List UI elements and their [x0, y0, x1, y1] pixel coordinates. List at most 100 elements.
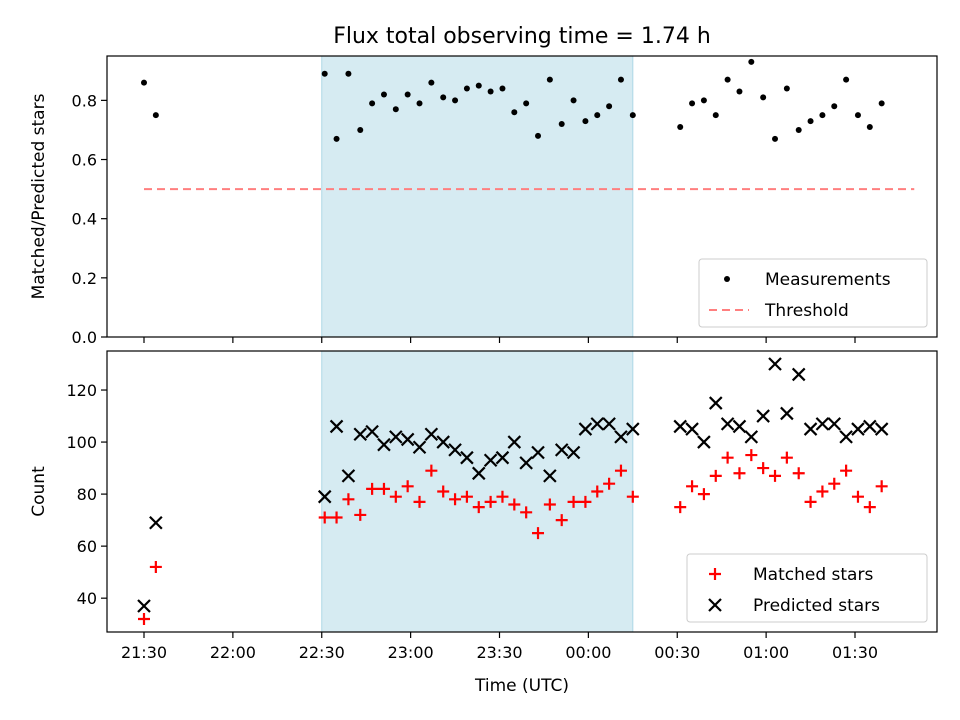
measurement-point [807, 118, 814, 125]
measurement-point [689, 100, 696, 107]
matched-stars-marker [603, 477, 616, 490]
matched-stars-marker [804, 495, 817, 508]
matched-stars-marker [520, 506, 533, 519]
matched-stars-marker [437, 485, 450, 498]
y-tick-label: 0.6 [72, 151, 97, 170]
legend-measurement-swatch [724, 276, 730, 282]
top-panel: 0.0 0.2 0.4 0.6 0.8 Matched/Predicted stars Me… [29, 55, 938, 347]
measurement-point [475, 82, 482, 89]
legend: Matched stars Predicted stars [686, 553, 928, 623]
matched-stars-marker [508, 498, 521, 511]
y-axis-label: Count [29, 466, 49, 517]
measurement-point [878, 100, 885, 107]
matched-stars-marker [354, 508, 367, 521]
measurement-point [582, 118, 589, 125]
matched-stars-marker [614, 464, 627, 477]
measurement-point [843, 76, 850, 83]
matched-stars-marker [377, 482, 390, 495]
predicted-stars-marker [720, 417, 735, 431]
measurement-point [452, 97, 459, 104]
matched-stars-marker [875, 480, 888, 493]
matched-stars-marker [579, 495, 592, 508]
predicted-stars-marker [827, 417, 842, 431]
y-tick-label: 80 [77, 485, 97, 504]
measurement-point [440, 94, 447, 101]
measurement-point [795, 126, 802, 133]
predicted-stars-marker [436, 435, 450, 449]
matched-stars-marker [733, 467, 746, 480]
y-tick-label: 0.8 [72, 91, 97, 110]
matched-stars-marker [828, 477, 841, 490]
matched-stars-marker [851, 490, 864, 503]
x-tick-label: 01:30 [832, 643, 878, 662]
predicted-stars-marker [412, 440, 427, 455]
legend: Measurements Threshold [698, 258, 928, 328]
y-tick-label: 0.2 [72, 269, 97, 288]
measurement-point [487, 88, 494, 95]
matched-stars-marker [318, 511, 331, 524]
predicted-stars-marker [400, 432, 415, 447]
matched-stars-marker [472, 501, 485, 514]
y-tick-label: 100 [66, 433, 97, 452]
y-tick-label: 0.4 [72, 210, 97, 229]
matched-stars-marker [425, 464, 438, 477]
matched-stars-marker [816, 485, 829, 498]
measurement-point [333, 135, 340, 142]
measurement-point [357, 126, 364, 133]
predicted-stars-marker [448, 443, 462, 457]
matched-stars-marker [342, 493, 355, 506]
matched-stars-marker [686, 480, 699, 493]
measurement-point [523, 100, 530, 107]
measurement-point [428, 79, 435, 86]
predicted-stars-marker [768, 357, 782, 371]
matched-stars-marker [484, 495, 497, 508]
predicted-stars-marker [791, 367, 806, 382]
observing-window-shade [321, 350, 634, 633]
predicted-stars-marker [614, 430, 628, 444]
measurement-point [629, 112, 636, 119]
matched-stars-marker [780, 451, 793, 464]
predicted-stars-marker [471, 466, 486, 481]
predicted-stars-marker [839, 430, 853, 444]
matched-stars-marker [543, 498, 556, 511]
figure-title: Flux total observing time = 1.74 h [333, 24, 711, 49]
matched-stars-marker [626, 490, 639, 503]
matched-stars-marker [840, 464, 853, 477]
x-tick-label: 22:30 [299, 643, 345, 662]
measurement-point [736, 88, 743, 95]
measurement-point [677, 123, 684, 130]
matched-stars-marker [769, 469, 782, 482]
predicted-stars-marker [389, 430, 403, 444]
matched-stars-marker [401, 480, 414, 493]
measurement-point [760, 94, 767, 101]
matched-stars-marker [697, 488, 710, 501]
measurement-point [535, 132, 542, 139]
measurement-point [141, 79, 147, 86]
predicted-stars-marker [708, 396, 723, 410]
x-tick-label: 00:30 [654, 643, 700, 662]
x-axis-label: Time (UTC) [474, 676, 569, 696]
measurement-point [748, 58, 755, 65]
predicted-stars-marker [554, 443, 569, 457]
measurement-point [345, 70, 352, 77]
measurement-point [404, 91, 411, 98]
measurement-point [712, 112, 719, 119]
predicted-stars-marker [863, 419, 877, 434]
matched-stars-marker [366, 482, 379, 495]
x-tick-label: 00:00 [565, 643, 611, 662]
predicted-stars-marker [365, 424, 379, 439]
matched-stars-marker [449, 493, 462, 506]
axes-frame [106, 55, 938, 338]
legend-label: Matched stars [753, 565, 873, 585]
predicted-stars-marker [851, 422, 865, 436]
measurement-point [416, 100, 423, 107]
measurement-point [854, 112, 861, 119]
y-tick-label: 40 [77, 589, 97, 608]
matched-stars-marker [413, 495, 426, 508]
predicted-stars-marker [602, 417, 616, 431]
matched-stars-marker [721, 451, 734, 464]
measurement-point [152, 112, 159, 119]
predicted-stars-marker [815, 417, 830, 431]
predicted-stars-marker [483, 453, 498, 468]
x-tick-label: 22:00 [210, 643, 256, 662]
